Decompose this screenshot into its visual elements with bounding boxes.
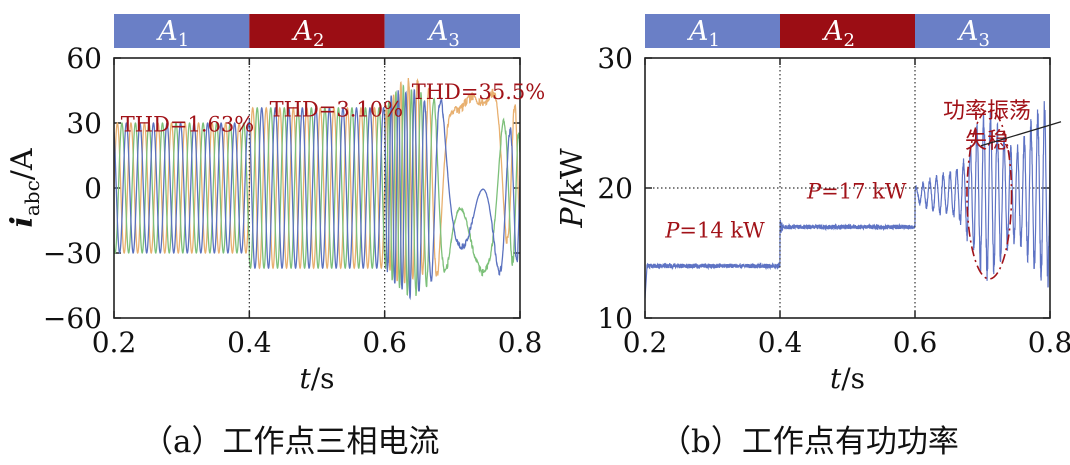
a-ytick-label: −30 xyxy=(43,237,102,270)
caption-a: （a）工作点三相电流 xyxy=(142,424,440,460)
b-ytick-label: 10 xyxy=(597,302,633,335)
b-segment-bar-2 xyxy=(780,14,915,48)
b-xlabel: t/s xyxy=(830,362,865,395)
a-ytick-label: −60 xyxy=(43,302,102,335)
a-segment-label-2: A2 xyxy=(291,16,325,51)
chart-active-power: A1 A2 A3 0.2 0.4 0.6 0.8 30 20 10 t/s P=14 kW P=17 k… xyxy=(555,14,1070,395)
a-xlabel: t/s xyxy=(299,362,334,395)
a-segment-bar-2 xyxy=(249,14,385,48)
b-ylabel: P/kW xyxy=(555,148,590,228)
a-segment-label-3: A3 xyxy=(426,16,460,51)
a-xtick-label: 0.2 xyxy=(92,326,137,359)
b-power-label-1: P=14 kW xyxy=(664,218,765,242)
b-instability-ellipse xyxy=(966,109,1013,280)
b-instability-label-line1: 功率振荡 xyxy=(943,99,1031,124)
a-thd-label-1: THD=1.63% xyxy=(121,113,254,137)
a-segment-bar-1 xyxy=(114,14,250,48)
a-ytick-label: 0 xyxy=(84,172,102,205)
a-ytick-label: 60 xyxy=(66,42,102,75)
a-segment-label-1: A1 xyxy=(155,16,189,51)
a-xtick-label: 0.6 xyxy=(362,326,407,359)
b-xtick-label: 0.6 xyxy=(893,326,938,359)
a-segment-bar-3 xyxy=(384,14,520,48)
b-instability-label-line2: 失稳 xyxy=(965,129,1009,154)
a-thd-label-2: THD=3.10% xyxy=(270,98,403,122)
b-ytick-label: 20 xyxy=(597,172,633,205)
b-segment-bar-1 xyxy=(645,14,780,48)
b-ytick-label: 30 xyxy=(597,42,633,75)
a-series-phase-b xyxy=(114,84,520,297)
a-xtick-label: 0.8 xyxy=(498,326,543,359)
b-series-power xyxy=(645,101,1050,299)
a-ytick-label: 30 xyxy=(66,107,102,140)
b-segment-label-2: A2 xyxy=(821,16,855,51)
b-xtick-label: 0.8 xyxy=(1028,326,1070,359)
b-plot-frame xyxy=(644,57,1051,319)
chart-phase-currents: A1 A2 A3 0.2 0.4 0.6 0.8 60 30 0 −30 −60 t/s THD=1.63… xyxy=(5,14,545,395)
b-annotation-leader xyxy=(980,121,1062,147)
a-series-phase-a xyxy=(114,77,520,284)
b-segment-label-3: A3 xyxy=(956,16,990,51)
a-xtick-label: 0.4 xyxy=(227,326,272,359)
b-segment-label-1: A1 xyxy=(686,16,720,51)
b-xtick-label: 0.2 xyxy=(623,326,668,359)
caption-b: （b）工作点有功功率 xyxy=(660,424,959,460)
a-series-phase-c xyxy=(114,88,520,301)
a-plot-frame xyxy=(113,57,521,319)
b-xtick-label: 0.4 xyxy=(758,326,803,359)
b-power-label-2: P=17 kW xyxy=(806,179,907,203)
a-ylabel: iabc/A xyxy=(5,148,44,227)
b-segment-bar-3 xyxy=(915,14,1050,48)
a-thd-label-3: THD=35.5% xyxy=(412,80,545,104)
